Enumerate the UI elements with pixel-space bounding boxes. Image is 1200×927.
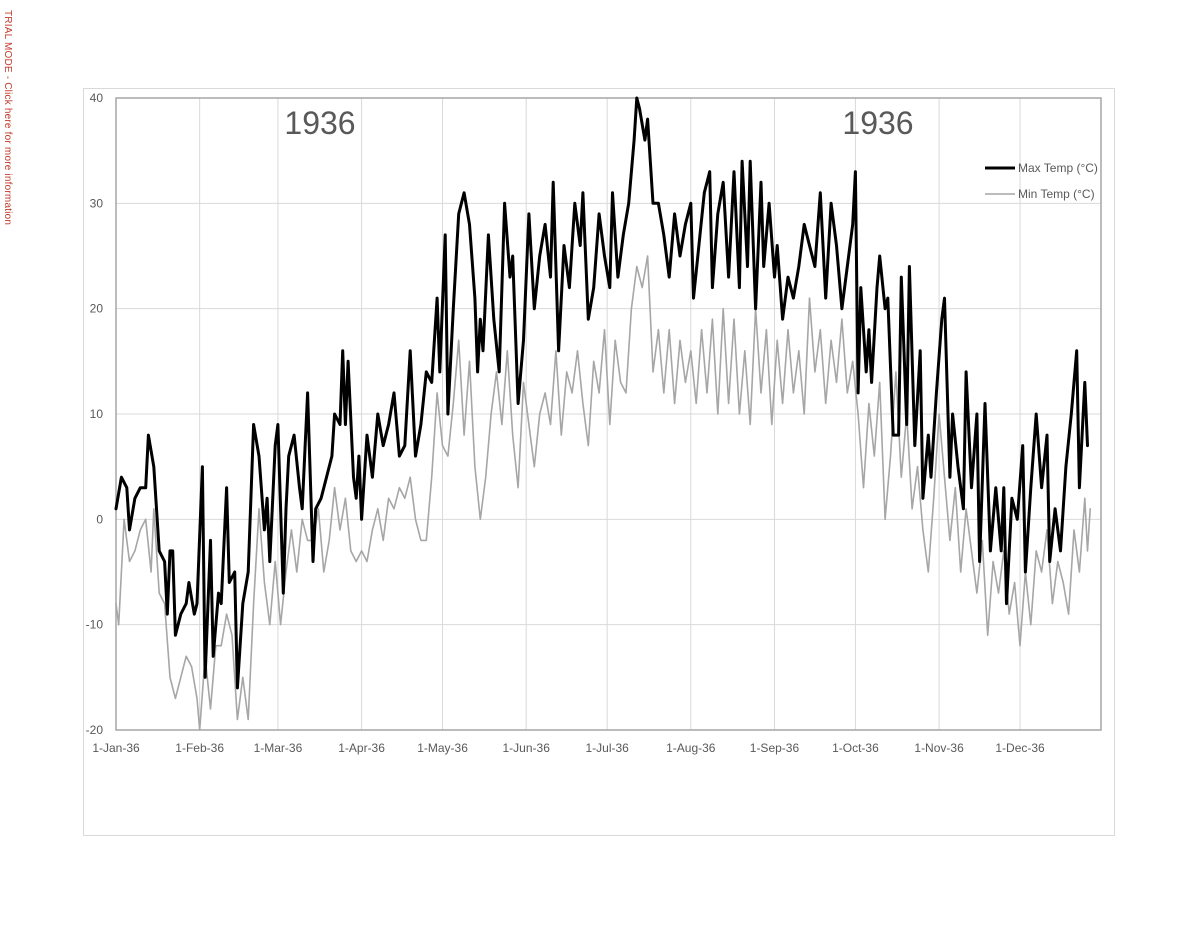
legend-min-label: Min Temp (°C) (1018, 187, 1095, 201)
x-tick-label: 1-Jul-36 (585, 741, 629, 755)
x-tick-label: 1-Aug-36 (666, 741, 716, 755)
year-annotation: 1936 (842, 105, 913, 141)
series-lines (114, 96, 1091, 731)
y-axis-ticks: 40 30 20 10 0 -10 -20 (86, 91, 104, 737)
year-annotations: 1936 1936 (284, 105, 913, 141)
y-tick-label: 20 (90, 302, 104, 316)
max-temp-series-line (114, 96, 1089, 690)
plot-area-border (115, 97, 1102, 731)
legend-max-label: Max Temp (°C) (1018, 161, 1098, 175)
x-tick-label: 1-Mar-36 (254, 741, 303, 755)
min-temp-series-line (115, 255, 1091, 731)
x-tick-label: 1-Jun-36 (503, 741, 551, 755)
year-annotation: 1936 (284, 105, 355, 141)
y-tick-label: 10 (90, 407, 104, 421)
x-tick-label: 1-Apr-36 (338, 741, 385, 755)
x-tick-label: 1-Oct-36 (832, 741, 879, 755)
x-tick-label: 1-Nov-36 (914, 741, 964, 755)
y-tick-label: -20 (86, 723, 104, 737)
trial-mode-watermark[interactable]: TRIAL MODE - Click here for more informa… (2, 10, 13, 226)
y-tick-label: 0 (96, 512, 103, 526)
y-tick-label: 30 (90, 196, 104, 210)
plot-area (115, 97, 1102, 731)
x-tick-label: 1-Feb-36 (175, 741, 224, 755)
y-tick-label: -10 (86, 618, 104, 632)
legend: Max Temp (°C) Min Temp (°C) (985, 161, 1098, 201)
y-tick-label: 40 (90, 91, 104, 105)
x-tick-label: 1-Sep-36 (750, 741, 800, 755)
x-tick-label: 1-Dec-36 (995, 741, 1045, 755)
x-tick-label: 1-May-36 (417, 741, 468, 755)
x-tick-label: 1-Jan-36 (92, 741, 140, 755)
x-axis-ticks: 1-Jan-36 1-Feb-36 1-Mar-36 1-Apr-36 1-May-36… (92, 741, 1045, 755)
